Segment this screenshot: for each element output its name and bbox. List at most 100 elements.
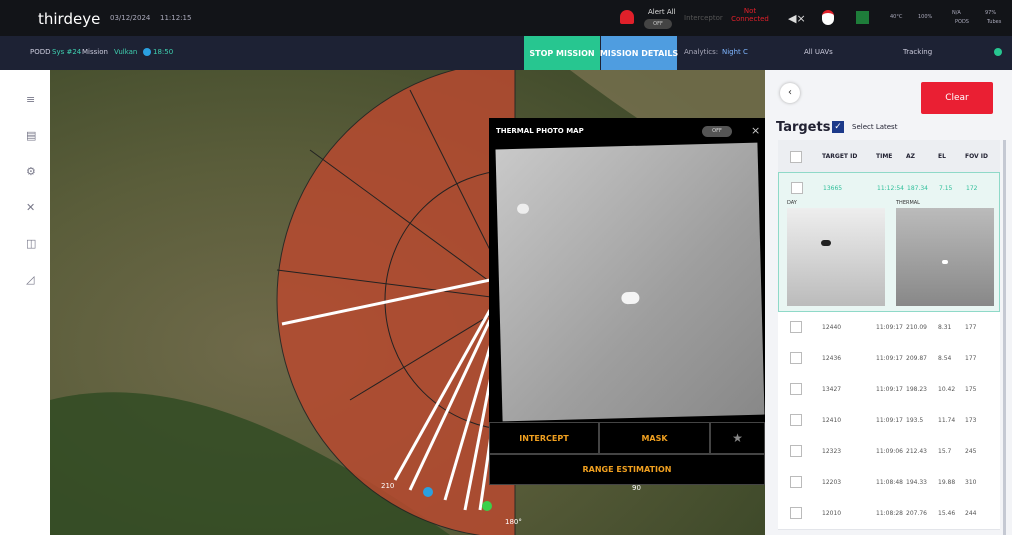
cell: 11:09:17 [876,324,903,331]
column-header: FOV ID [965,153,988,160]
cell: 210.09 [906,324,927,331]
cell: 11.74 [938,417,955,424]
cell: 173 [965,417,976,424]
day-label: DAY [787,200,797,206]
cell: 177 [965,324,976,331]
back-button[interactable]: ‹ [780,83,800,103]
cell: 8.31 [938,324,951,331]
row-checkbox[interactable] [790,414,802,426]
thermal-label: THERMAL [896,200,920,206]
cell: 7.15 [939,185,952,192]
cell: 12010 [822,510,841,517]
tubes-value: 97% [985,10,996,16]
cell: 193.5 [906,417,923,424]
intercept-button[interactable]: INTERCEPT [489,422,599,454]
cell: 11:12:54 [877,185,904,192]
favorite-button[interactable]: ★ [710,422,765,454]
storage: 100% [918,14,932,20]
cell: 12323 [822,448,841,455]
cell: 198.23 [906,386,927,393]
logo: thirdeye [38,10,100,28]
scrollbar [1003,140,1006,535]
thermal-title: THERMAL PHOTO MAP [496,127,584,135]
bearing-label: 180° [505,518,522,526]
alert-label: Alert All [648,8,676,16]
alarm-icon[interactable] [620,10,634,24]
select-latest-checkbox[interactable]: ✓ [832,121,844,133]
pod: PODD [30,48,51,56]
cell: 11:09:17 [876,355,903,362]
cell: 11:09:06 [876,448,903,455]
column-header: TIME [876,153,892,160]
row-checkbox[interactable] [790,445,802,457]
sidebar: ≡▤⚙✕◫◿ [0,70,50,535]
cell: 15.46 [938,510,955,517]
tubes-label: Tubes [987,19,1001,25]
cell: 12436 [822,355,841,362]
mission-bar [0,36,1012,70]
row-checkbox[interactable] [790,321,802,333]
cell: 175 [965,386,976,393]
analytics-value[interactable]: Night C [722,48,748,56]
cell: 245 [965,448,976,455]
clear-button[interactable]: Clear [921,82,993,114]
row-checkbox[interactable] [790,507,802,519]
cell: 244 [965,510,976,517]
cell: 12203 [822,479,841,486]
mask-button[interactable]: MASK [599,422,710,454]
interceptor-label: Interceptor [684,14,723,22]
grid-icon[interactable] [856,11,869,24]
cell: 177 [965,355,976,362]
cell: 11:09:17 [876,417,903,424]
status-dot [143,48,151,56]
mission-details-button[interactable]: MISSION DETAILS [601,36,677,70]
column-header: AZ [906,153,915,160]
cell: 11:08:28 [876,510,903,517]
app: thirdeye 03/12/2024 11:12:15 Alert All O… [0,0,1012,535]
connection-dot [994,48,1002,56]
thermal-panel: THERMAL PHOTO MAP OFF × INTERCEPT MASK ★… [489,118,765,485]
cell: 12440 [822,324,841,331]
range-estimation-button[interactable]: RANGE ESTIMATION [489,454,765,485]
pin-icon[interactable] [822,10,834,25]
uav-select[interactable]: All UAVs [804,48,833,56]
cell: 19.88 [938,479,955,486]
mission-label: Mission [82,48,108,56]
targets-title: Targets [776,120,830,135]
stop-mission-button[interactable]: STOP MISSION [524,36,600,70]
cell: 310 [965,479,976,486]
cell: 194.33 [906,479,927,486]
thermal-thumbnail [896,208,994,306]
column-header: TARGET ID [822,153,857,160]
thermal-toggle[interactable]: OFF [702,126,732,137]
cell: 207.76 [906,510,927,517]
row-checkbox[interactable] [790,476,802,488]
cell: 11:08:48 [876,479,903,486]
column-header: EL [938,153,946,160]
row-checkbox[interactable] [790,383,802,395]
cell: 11:09:17 [876,386,903,393]
cell: 13427 [822,386,841,393]
close-button[interactable]: × [751,124,760,137]
cell: 8.54 [938,355,951,362]
bearing-label: 90 [632,484,641,492]
cell: 187.34 [907,185,928,192]
row-checkbox[interactable] [790,352,802,364]
cell: 15.7 [938,448,951,455]
cell: 13665 [823,185,842,192]
mission-name: Vulkan [114,48,137,56]
alert-toggle[interactable]: OFF [644,19,672,29]
mute-icon[interactable]: ◀× [788,12,806,25]
cell: 212.43 [906,448,927,455]
cell: 209.87 [906,355,927,362]
pods-label: PODS [955,19,969,25]
tracking-select[interactable]: Tracking [903,48,932,56]
